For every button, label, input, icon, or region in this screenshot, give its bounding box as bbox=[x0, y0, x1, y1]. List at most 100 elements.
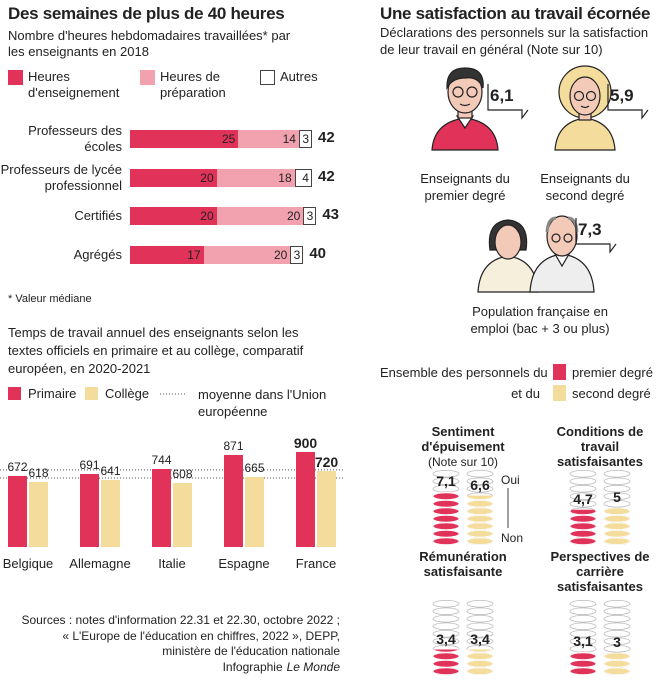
chart-subtitle: Nombre d'heures hebdomadaires travaillée… bbox=[8, 28, 291, 59]
value-label: 3 bbox=[613, 633, 621, 650]
bar bbox=[245, 477, 264, 547]
bar bbox=[152, 468, 171, 547]
credit-text: Infographie bbox=[222, 659, 283, 674]
panel-title: Rémunération satisfaisante bbox=[419, 549, 507, 579]
stack-outline bbox=[603, 469, 631, 478]
bar-segment bbox=[303, 207, 317, 226]
stack-ellipse bbox=[603, 652, 631, 661]
footnote: * Valeur médiane bbox=[8, 293, 92, 305]
stack-outline bbox=[466, 477, 494, 486]
stack-outline bbox=[569, 484, 597, 493]
stack-outline bbox=[432, 637, 460, 646]
stack-ellipse bbox=[432, 499, 460, 508]
value-label: 691 bbox=[79, 458, 100, 473]
segment-label: 4 bbox=[302, 170, 309, 185]
stack-ellipse bbox=[603, 667, 631, 675]
category-label: Espagne bbox=[218, 556, 270, 571]
stack-ellipse bbox=[569, 659, 597, 668]
legend-swatch bbox=[553, 385, 566, 401]
bar bbox=[224, 455, 243, 547]
stack-ellipse bbox=[466, 499, 494, 508]
panel-title: Perspectives de carrière satisfaisantes bbox=[550, 549, 650, 594]
stack-fill bbox=[603, 507, 631, 545]
score-value: 5,9 bbox=[610, 86, 634, 105]
category-label: Belgique bbox=[2, 556, 54, 571]
value-label: 3,1 bbox=[573, 632, 593, 649]
segment-label: 20 bbox=[286, 209, 301, 224]
stack-fill bbox=[432, 649, 460, 675]
segment-label: 14 bbox=[282, 132, 296, 146]
stack-outline bbox=[432, 607, 460, 616]
bar bbox=[173, 483, 192, 547]
credit: Infographie Le Monde bbox=[0, 659, 340, 675]
chart-title: Des semaines de plus de 40 heures bbox=[8, 4, 285, 23]
legend-swatch bbox=[8, 70, 23, 85]
segment-label: 20 bbox=[273, 248, 288, 263]
stack-ellipse bbox=[574, 651, 592, 653]
chart-title: Temps de travail annuel des enseignants … bbox=[8, 325, 304, 376]
stack-outline bbox=[432, 622, 460, 631]
person-label: Enseignants du second degré bbox=[540, 171, 630, 203]
stack-outline bbox=[432, 614, 460, 623]
scale-bottom-label: Non bbox=[501, 531, 524, 545]
value-label: 672 bbox=[7, 460, 28, 475]
stack-outline bbox=[603, 492, 631, 501]
stack-ellipse bbox=[437, 491, 455, 493]
stack-ellipse bbox=[466, 529, 494, 538]
stack-outline bbox=[432, 477, 460, 486]
bar-segment bbox=[130, 207, 217, 226]
person-label: Population française en emploi (bac + 3 … bbox=[470, 304, 610, 336]
legend-label: Primaire bbox=[28, 386, 77, 401]
bar bbox=[101, 479, 120, 547]
bar-segment bbox=[294, 168, 312, 187]
value-label: 4,7 bbox=[573, 490, 593, 507]
bar bbox=[8, 476, 27, 547]
panel-title: Conditions de travail satisfaisantes bbox=[556, 424, 644, 469]
bar bbox=[29, 481, 48, 547]
segment-label: 3 bbox=[306, 209, 314, 224]
category-label: Agrégés bbox=[73, 247, 122, 263]
speech-bubbles bbox=[487, 84, 649, 254]
total-label: 43 bbox=[322, 206, 340, 224]
value-label: 744 bbox=[151, 452, 172, 467]
legend-label: second degré bbox=[572, 386, 651, 401]
bar-segment bbox=[290, 246, 304, 265]
stack-ellipse bbox=[466, 652, 494, 661]
bar-segment bbox=[130, 168, 217, 187]
illustration-teacher-secondary bbox=[554, 65, 616, 151]
stack-ellipse bbox=[466, 537, 494, 545]
stack-outline bbox=[569, 477, 597, 486]
bar-segment bbox=[216, 207, 304, 226]
segment-label: 20 bbox=[200, 170, 214, 185]
stack-outline bbox=[603, 644, 631, 653]
segment-label: 3 bbox=[302, 132, 309, 146]
value-label: 618 bbox=[28, 465, 49, 480]
stack-outline bbox=[603, 622, 631, 631]
bar-segment bbox=[130, 130, 239, 148]
segment-label: 20 bbox=[200, 209, 214, 224]
stack-ellipse bbox=[603, 537, 631, 545]
stack-ellipse bbox=[569, 652, 597, 661]
stack-ellipse bbox=[603, 529, 631, 538]
stack-ellipse bbox=[466, 649, 494, 653]
stack-ellipse bbox=[569, 537, 597, 545]
stack-ellipse bbox=[432, 514, 460, 523]
category-label: Certifiés bbox=[74, 208, 122, 224]
stack-outline bbox=[466, 484, 494, 493]
bar bbox=[80, 474, 99, 547]
bar bbox=[317, 471, 336, 547]
panel-note: (Note sur 10) bbox=[427, 455, 499, 469]
stack-outline bbox=[466, 607, 494, 616]
chart-subtitle: Déclarations des personnels sur la satis… bbox=[380, 25, 649, 57]
stack-outline bbox=[569, 622, 597, 631]
stack-fill bbox=[569, 651, 597, 675]
stack-outline bbox=[603, 607, 631, 616]
stack-ellipse bbox=[603, 507, 631, 516]
bar-segment bbox=[299, 130, 312, 148]
stack-ellipse bbox=[466, 659, 494, 668]
stack-ellipse bbox=[432, 492, 460, 501]
score-value: 6,1 bbox=[490, 86, 514, 105]
stack-ellipse bbox=[466, 507, 494, 516]
